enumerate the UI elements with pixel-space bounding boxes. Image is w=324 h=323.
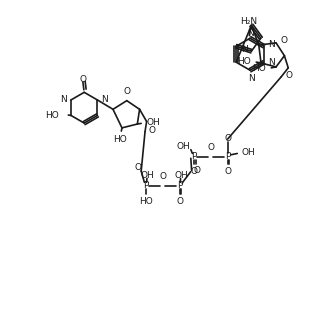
Text: P: P [191,152,197,161]
Text: P: P [177,181,182,190]
Text: N: N [101,95,108,104]
Text: O: O [224,167,231,176]
Text: O: O [79,75,87,84]
Text: OH: OH [177,142,190,151]
Text: O: O [191,167,198,176]
Text: OH: OH [141,171,155,180]
Text: HO: HO [237,57,251,66]
Text: N: N [241,46,248,54]
Text: N: N [268,40,275,49]
Text: N: N [248,29,254,38]
Text: OH: OH [241,148,255,157]
Text: P: P [143,181,149,190]
Text: N: N [268,58,275,67]
Text: HO: HO [45,110,59,120]
Text: O: O [280,36,287,46]
Text: N: N [248,74,255,83]
Text: O: O [134,163,142,172]
Text: HO: HO [113,135,127,144]
Text: O: O [285,71,292,80]
Text: O: O [194,166,201,175]
Text: P: P [225,152,230,161]
Text: OH: OH [147,118,161,127]
Text: O: O [207,143,214,152]
Text: O: O [159,172,166,181]
Text: OH: OH [174,171,188,180]
Text: N: N [60,95,67,104]
Text: O: O [123,87,130,96]
Text: O: O [176,197,183,206]
Text: O: O [149,126,156,135]
Text: O: O [224,134,231,143]
Text: H₂N: H₂N [240,17,257,26]
Text: HO: HO [252,64,266,73]
Text: HO: HO [139,197,153,206]
